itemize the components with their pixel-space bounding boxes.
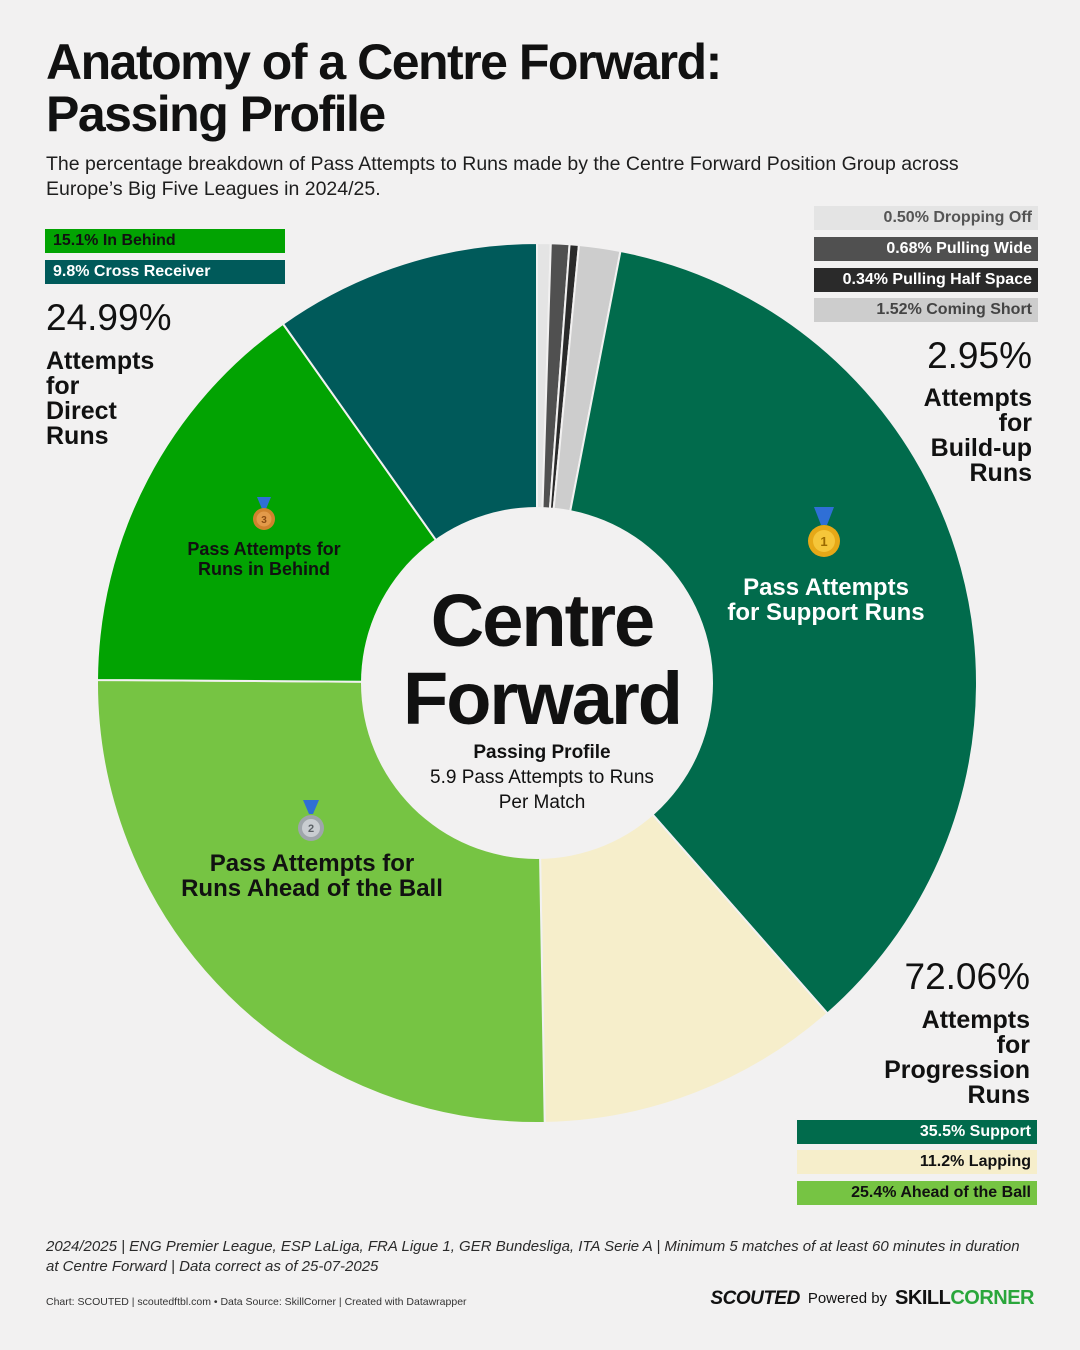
progression-label-line-4: Runs [967,1081,1031,1109]
buildup-label-line-3: Build-up [930,434,1032,462]
bronze-medal-icon: 3 [253,497,275,530]
legend-dropping-off: 0.50% Dropping Off [814,206,1038,230]
buildup-runs-percent: 2.95% [927,335,1032,376]
skillcorner-logo: SKILLCORNER [895,1287,1034,1310]
silver-medal-icon: 2 [298,800,324,841]
silver-medal-number: 2 [308,823,314,835]
buildup-label-line-2: for [998,409,1032,437]
slice-support [535,249,978,1015]
legend-cross-receiver: 9.8% Cross Receiver [45,260,285,284]
buildup-label-line-1: Attempts [923,384,1032,412]
gold-medal-number: 1 [820,534,827,549]
support-label-line-1: Pass Attempts [743,574,909,601]
direct-label-line-3: Direct [46,397,117,425]
legend-in-behind: 15.1% In Behind [45,229,285,253]
legend-pulling-half-space: 0.34% Pulling Half Space [814,268,1038,292]
center-sub-line-1: 5.9 Pass Attempts to Runs [430,767,654,788]
center-subtitle: Passing Profile 5.9 Pass Attempts to Run… [392,740,692,815]
legend-coming-short: 1.52% Coming Short [814,298,1038,322]
direct-label-line-4: Runs [46,422,109,450]
support-label-line-2: for Support Runs [727,599,925,626]
brand-logos: SCOUTED Powered by SKILLCORNER [710,1287,1034,1310]
direct-label-line-2: for [46,372,80,400]
progression-label-line-3: Progression [884,1056,1030,1084]
legend-ahead: 25.4% Ahead of the Ball [797,1181,1037,1205]
skillcorner-skill: SKILL [895,1287,951,1309]
ahead-label-line-1: Pass Attempts for [209,850,415,877]
bronze-medal-number: 3 [261,515,267,526]
behind-slice-label: Pass Attempts for Runs in Behind [164,539,364,579]
chart-credit: Chart: SCOUTED | scoutedftbl.com • Data … [46,1296,467,1308]
buildup-runs-label: Attempts for Build-up Runs [924,386,1032,486]
center-title: Centre Forward [362,582,722,738]
title-line-2: Passing Profile [46,86,386,142]
ahead-slice-label: Pass Attempts for Runs Ahead of the Ball [162,851,462,901]
chart-title: Anatomy of a Centre Forward: Passing Pro… [46,36,1046,140]
support-slice-label: Pass Attempts for Support Runs [706,575,946,625]
behind-label-line-1: Pass Attempts for [187,539,341,559]
chart-subtitle: The percentage breakdown of Pass Attempt… [46,153,959,200]
scouted-logo: SCOUTED [710,1287,800,1309]
powered-by-text: Powered by [807,1290,888,1307]
center-sub-bold: Passing Profile [473,742,611,763]
legend-pulling-wide: 0.68% Pulling Wide [814,237,1038,261]
progression-label-line-2: for [996,1031,1030,1059]
ahead-label-line-2: Runs Ahead of the Ball [181,875,443,902]
behind-label-line-2: Runs in Behind [198,559,330,579]
progression-runs-label: Attempts for Progression Runs [884,1008,1030,1108]
direct-runs-percent: 24.99% [46,297,172,338]
buildup-label-line-4: Runs [969,459,1033,487]
center-title-line-2: Forward [403,657,683,740]
progression-label-line-1: Attempts [921,1006,1030,1034]
progression-runs-percent: 72.06% [904,956,1031,997]
gold-medal-icon: 1 [808,507,840,557]
center-sub-line-2: Per Match [498,792,586,813]
legend-support: 35.5% Support [797,1120,1037,1144]
title-line-1: Anatomy of a Centre Forward: [46,34,722,90]
direct-runs-label: Attempts for Direct Runs [46,349,154,449]
skillcorner-corner: CORNER [950,1287,1034,1309]
footnote: 2024/2025 | ENG Premier League, ESP LaLi… [46,1238,1020,1275]
direct-label-line-1: Attempts [46,347,155,375]
donut-hole [361,507,713,859]
center-title-line-1: Centre [430,579,655,662]
legend-lapping: 11.2% Lapping [797,1150,1037,1174]
